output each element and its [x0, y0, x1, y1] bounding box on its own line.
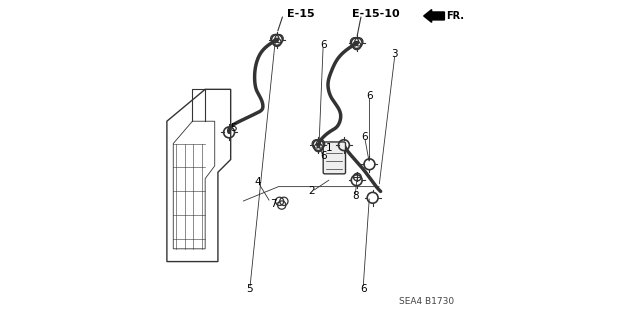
- Text: E-15-10: E-15-10: [352, 9, 399, 19]
- Text: 5: 5: [230, 122, 237, 133]
- Text: 1: 1: [326, 143, 333, 153]
- Text: 6: 6: [320, 40, 326, 50]
- Text: 7: 7: [271, 199, 277, 209]
- Text: FR.: FR.: [446, 11, 464, 21]
- FancyBboxPatch shape: [323, 142, 346, 174]
- FancyArrow shape: [424, 10, 444, 22]
- Text: SEA4 B1730: SEA4 B1730: [399, 297, 454, 306]
- Text: 2: 2: [308, 186, 316, 197]
- Text: 3: 3: [392, 49, 398, 59]
- Text: E-15: E-15: [287, 9, 314, 19]
- Text: 6: 6: [362, 132, 368, 142]
- Text: 5: 5: [246, 284, 253, 294]
- Text: 8: 8: [352, 191, 358, 201]
- Text: 6: 6: [366, 91, 372, 101]
- Text: 6: 6: [360, 284, 366, 294]
- Text: 4: 4: [255, 177, 261, 187]
- Text: 6: 6: [320, 151, 326, 161]
